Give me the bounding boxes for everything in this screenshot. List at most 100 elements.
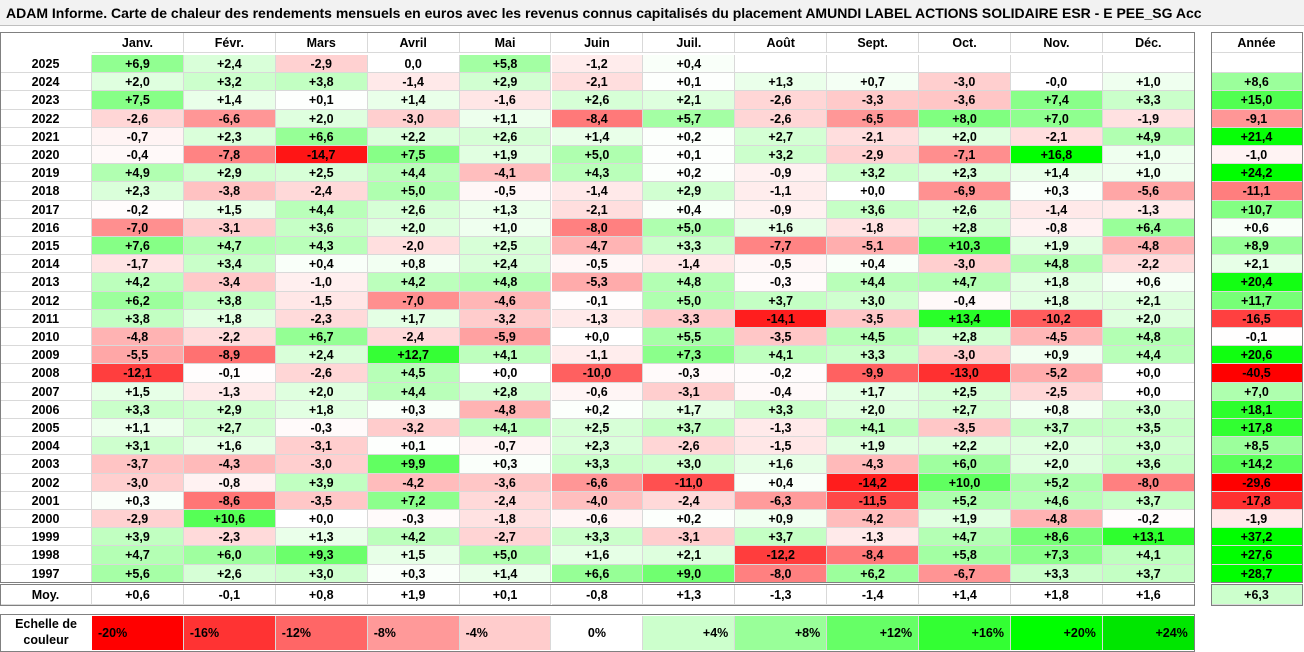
heatmap-cell: -6,5 — [827, 109, 920, 128]
heatmap-cell: +1,3 — [459, 200, 552, 219]
heatmap-cell: +3,7 — [1102, 564, 1195, 583]
heatmap-cell — [735, 55, 828, 74]
heatmap-cell: +2,3 — [183, 127, 276, 146]
heatmap-cell: -14,7 — [275, 146, 368, 165]
heatmap-cell: -2,4 — [643, 491, 736, 510]
heatmap-cell: +1,4 — [1011, 164, 1103, 183]
heatmap-cell: -1,4 — [367, 73, 460, 92]
heatmap-cell: +1,1 — [459, 109, 552, 128]
heatmap-cell: +4,2 — [367, 528, 460, 547]
heatmap-cell: -1,3 — [183, 382, 276, 401]
month-header: Nov. — [1011, 33, 1103, 53]
heatmap-cell: +6,6 — [275, 127, 368, 146]
month-header: Mars — [275, 33, 368, 53]
heatmap-cell: -3,1 — [643, 382, 736, 401]
heatmap-cell: +6,9 — [92, 55, 184, 74]
heatmap-cell: -10,0 — [551, 364, 644, 383]
heatmap-cell: -2,3 — [183, 528, 276, 547]
heatmap-cell: +4,4 — [367, 164, 460, 183]
year-label: 2020 — [0, 146, 92, 165]
legend-swatch: -4% — [459, 616, 552, 650]
legend-swatch: -8% — [367, 616, 460, 650]
heatmap-cell: -6,6 — [551, 473, 644, 492]
heatmap-cell: +5,0 — [459, 546, 552, 565]
heatmap-cell: +1,3 — [735, 73, 828, 92]
heatmap-cell: +7,5 — [367, 146, 460, 165]
heatmap-cell: -0,2 — [1102, 510, 1195, 529]
heatmap-cell: +7,3 — [643, 346, 736, 365]
heatmap-cell: +1,6 — [735, 455, 828, 474]
heatmap-cell: -1,1 — [551, 346, 644, 365]
year-label: 2006 — [0, 400, 92, 419]
heatmap-cell: +0,6 — [1102, 273, 1195, 292]
heatmap-cell: +1,0 — [459, 218, 552, 237]
heatmap-cell: +2,0 — [919, 127, 1011, 146]
heatmap-cell: +1,6 — [735, 218, 828, 237]
heatmap-cell: +0,0 — [459, 364, 552, 383]
heatmap-cell: -8,0 — [551, 218, 644, 237]
heatmap-cell: +3,4 — [183, 255, 276, 274]
heatmap-cell: -0,1 — [183, 364, 276, 383]
heatmap-cell: +1,7 — [827, 382, 920, 401]
heatmap-cell: +3,2 — [735, 146, 828, 165]
heatmap-cell: -2,6 — [643, 437, 736, 456]
heatmap-cell: +1,1 — [92, 419, 184, 438]
heatmap-cell: +0,7 — [827, 73, 920, 92]
heatmap-cell: +4,4 — [275, 200, 368, 219]
heatmap-cell: -2,1 — [551, 73, 644, 92]
heatmap-cell: +2,0 — [275, 382, 368, 401]
annual-cell: +28,7 — [1211, 564, 1303, 583]
heatmap-cell: -0,3 — [643, 364, 736, 383]
heatmap-cell: +0,1 — [275, 91, 368, 110]
heatmap-cell: -4,8 — [459, 400, 552, 419]
heatmap-cell: +16,8 — [1011, 146, 1103, 165]
heatmap-cell: +0,0 — [1102, 382, 1195, 401]
heatmap-cell: +0,0 — [275, 510, 368, 529]
legend-swatch: +4% — [643, 616, 736, 650]
heatmap-cell: -2,5 — [1011, 382, 1103, 401]
heatmap-cell: +1,0 — [1102, 146, 1195, 165]
heatmap-cell: -8,4 — [827, 546, 920, 565]
heatmap-cell: -7,8 — [183, 146, 276, 165]
heatmap-cell: +2,0 — [367, 218, 460, 237]
heatmap-cell: -4,3 — [183, 455, 276, 474]
month-header: Août — [735, 33, 828, 53]
heatmap-cell: -0,9 — [735, 200, 828, 219]
year-label: 2000 — [0, 510, 92, 529]
month-header: Janv. — [92, 33, 184, 53]
heatmap-cell: -11,5 — [827, 491, 920, 510]
heatmap-cell: +2,6 — [367, 200, 460, 219]
heatmap-cell: +1,4 — [183, 91, 276, 110]
heatmap-cell: +2,0 — [1011, 437, 1103, 456]
heatmap-cell: +0,3 — [459, 455, 552, 474]
heatmap-cell: +4,7 — [919, 273, 1011, 292]
heatmap-cell: +2,8 — [459, 382, 552, 401]
heatmap-cell: +4,4 — [1102, 346, 1195, 365]
heatmap-cell: +9,0 — [643, 564, 736, 583]
month-header: Juin — [551, 33, 644, 53]
heatmap-cell: +3,7 — [1011, 419, 1103, 438]
heatmap-cell: +8,0 — [919, 109, 1011, 128]
heatmap-cell: -4,8 — [1011, 510, 1103, 529]
legend-swatch: +12% — [827, 616, 920, 650]
heatmap-cell: -8,0 — [735, 564, 828, 583]
heatmap-cell: +0,3 — [367, 400, 460, 419]
heatmap-cell: +1,9 — [1011, 237, 1103, 256]
heatmap-cell: -4,3 — [827, 455, 920, 474]
heatmap-cell: +2,0 — [827, 400, 920, 419]
heatmap-cell: +4,1 — [459, 346, 552, 365]
year-label: 2021 — [0, 127, 92, 146]
heatmap-cell: +7,0 — [1011, 109, 1103, 128]
heatmap-cell — [919, 55, 1011, 74]
annual-cell: +27,6 — [1211, 546, 1303, 565]
heatmap-cell: -0,5 — [551, 255, 644, 274]
year-label: 2024 — [0, 73, 92, 92]
heatmap-cell: +5,0 — [643, 291, 736, 310]
average-cell: +0,8 — [275, 584, 368, 605]
year-label: 2022 — [0, 109, 92, 128]
annual-cell: +17,8 — [1211, 419, 1303, 438]
heatmap-cell: +0,4 — [275, 255, 368, 274]
heatmap-cell: +7,6 — [92, 237, 184, 256]
heatmap-cell: -7,0 — [367, 291, 460, 310]
annual-cell: -16,5 — [1211, 309, 1303, 328]
